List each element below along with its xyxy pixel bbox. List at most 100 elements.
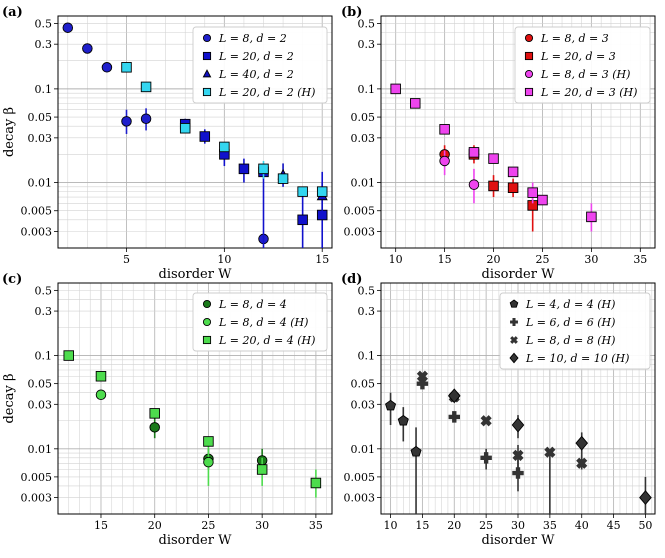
data-layer [63,350,322,498]
legend-marker [202,51,212,61]
axes-frame [57,15,333,249]
data-point [121,116,132,127]
data-point [488,180,499,192]
y-ticks: 0.003 0.005 0.01 0.03 0.05 0.1 0.3 0.5 [344,17,381,239]
legend-box [192,26,328,104]
x-tick-label: 35 [543,519,557,532]
y-axis-label: decay β [2,107,17,157]
data-point [258,163,269,175]
panel-label: (b) [341,5,362,20]
legend-marker [202,335,212,345]
y-tick-label: 0.05 [28,111,53,124]
data-point [507,166,519,178]
series-l-8-d-3-h [439,150,480,204]
y-ticks: 0.003 0.005 0.01 0.03 0.05 0.1 0.3 0.5 [344,284,381,505]
y-tick-label: 0.03 [351,398,376,411]
data-point [316,209,328,221]
legend-entry: L = 6, d = 6 (H) [525,316,615,329]
legend-entry: L = 8, d = 8 (H) [525,334,615,347]
x-tick-label: 45 [607,519,621,532]
y-tick-label: 0.3 [358,38,376,51]
y-tick-label: 0.05 [28,378,53,391]
panel-label: (a) [2,5,23,20]
data-point [586,211,597,223]
legend-box [514,26,651,104]
data-point [199,131,211,142]
legend-marker [524,33,534,43]
data-point [82,43,93,54]
legend: L = 8, d = 3 L = 20, d = 3 L = 8, d = 3 (H… [514,26,651,104]
data-point [544,446,556,458]
legend-entry: L = 4, d = 4 (H) [525,298,615,311]
y-tick-label: 0.003 [21,226,53,239]
y-tick-label: 0.03 [351,132,376,145]
x-tick-label: 50 [638,519,652,532]
data-layer [62,22,328,248]
x-ticks: 10 15 20 25 30 35 40 45 50 [384,514,652,532]
x-tick-label: 15 [94,519,108,532]
legend-entry: L = 20, d = 4 (H) [218,334,315,347]
y-ticks: 0.003 0.005 0.01 0.03 0.05 0.1 0.3 0.5 [21,17,58,239]
data-point [410,445,422,457]
data-point [385,399,397,411]
data-point [238,163,250,175]
x-axis-label: disorder W [482,533,556,548]
x-tick-label: 10 [217,253,231,266]
data-point [416,377,429,390]
data-point [95,389,107,401]
y-tick-label: 0.01 [28,177,53,190]
data-point [140,81,152,93]
y-tick-label: 0.3 [358,305,376,318]
y-tick-label: 0.01 [28,443,53,456]
data-point [390,83,401,95]
legend-marker [202,299,212,309]
panel-label: (c) [2,272,22,287]
legend-box [499,292,651,370]
series-l-20-d-2-h [121,62,328,197]
data-point [416,370,429,382]
data-point [62,22,74,33]
y-tick-label: 0.01 [351,443,376,456]
x-tick-label: 10 [389,253,403,266]
legend-entry: L = 8, d = 2 [218,32,287,45]
data-point [410,98,421,109]
panel-2: 10 15 20 25 30 35 0.003 0.005 0.01 0.03 0.05 0.1 0.3… [341,5,656,282]
y-tick-label: 0.003 [344,492,376,505]
legend-marker [509,352,519,364]
data-point [397,414,409,426]
panel-1: 5 10 15 0.003 0.005 0.01 0.03 0.05 0.1 0.3 0.5 diso… [2,5,333,282]
y-tick-label: 0.05 [351,378,376,391]
x-tick-label: 30 [584,253,598,266]
y-tick-label: 0.01 [351,177,376,190]
data-point [527,187,538,198]
y-tick-label: 0.5 [358,17,376,30]
data-point [63,350,74,361]
y-ticks: 0.003 0.005 0.01 0.03 0.05 0.1 0.3 0.5 [21,284,58,505]
y-tick-label: 0.1 [35,350,53,363]
data-point [639,490,652,506]
data-point [468,179,480,190]
data-point [512,467,524,479]
legend: L = 8, d = 2 L = 20, d = 2 L = 40, d = 2 L … [192,26,328,104]
legend-entry: L = 8, d = 4 [218,298,287,311]
data-point [256,464,268,475]
legend: L = 8, d = 4 L = 8, d = 4 (H) L = 20, d = … [192,292,328,352]
y-tick-label: 0.005 [344,205,376,218]
x-tick-label: 5 [123,253,130,266]
x-tick-label: 15 [438,253,452,266]
legend: L = 4, d = 4 (H) L = 6, d = 6 (H) L = 8, d… [499,292,651,370]
data-point [576,457,588,469]
x-tick-label: 35 [309,519,323,532]
legend-box [192,292,328,352]
y-tick-label: 0.3 [35,38,53,51]
data-point [447,388,461,404]
x-axis-label: disorder W [159,533,233,548]
data-layer [385,370,652,514]
data-point [537,194,548,206]
y-axis-label: decay β [2,373,17,423]
data-point [179,122,191,134]
data-point [439,124,450,135]
y-tick-label: 0.003 [21,492,53,505]
legend-entry: L = 20, d = 2 [218,50,294,63]
y-tick-label: 0.003 [344,226,376,239]
